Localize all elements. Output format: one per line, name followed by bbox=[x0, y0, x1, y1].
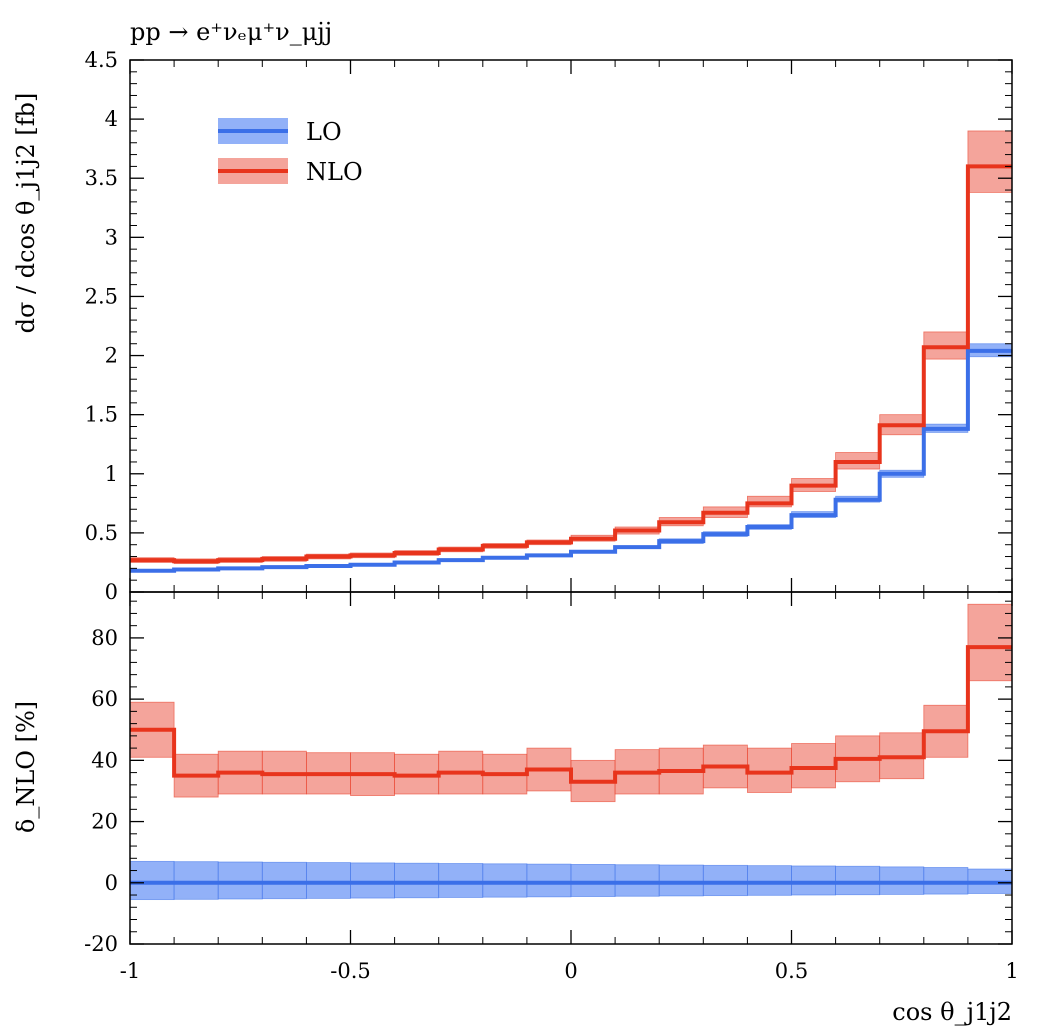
bottom-xtick-label: 1 bbox=[1005, 959, 1018, 983]
y-axis-label-top: dσ / dcos θ_j1j2 [fb] bbox=[12, 93, 40, 334]
bottom-ytick-label: 40 bbox=[91, 748, 118, 772]
bottom-lo-band-12 bbox=[658, 864, 704, 897]
legend: LO NLO bbox=[218, 118, 363, 186]
top-ytick-label: 3 bbox=[105, 225, 118, 249]
top-panel: 0 0.5 1 1.5 2 2.5 3 3.5 4 4.5 bbox=[85, 48, 1013, 604]
bottom-lo-band-15 bbox=[791, 865, 836, 896]
bottom-lo-band-11 bbox=[614, 864, 660, 897]
bottom-lo-band-0 bbox=[129, 860, 175, 901]
bottom-lo-band-5 bbox=[350, 862, 395, 899]
bottom-ytick-label: 60 bbox=[91, 687, 118, 711]
bottom-lo-band-7 bbox=[438, 863, 484, 898]
bottom-xtick-label: -0.5 bbox=[330, 959, 371, 983]
top-ytick-label: 3.5 bbox=[85, 166, 118, 190]
bottom-lo-band-3 bbox=[261, 861, 307, 900]
x-axis-label: cos θ_j1j2 bbox=[892, 998, 1012, 1026]
top-ytick-label: 0.5 bbox=[85, 521, 118, 545]
bottom-xtick-label: 0 bbox=[564, 959, 577, 983]
top-ytick-label: 2.5 bbox=[85, 284, 118, 308]
top-ytick-label: 0 bbox=[105, 580, 118, 604]
bottom-nlo-band-15 bbox=[791, 743, 836, 789]
bottom-xtick-label: 0.5 bbox=[775, 959, 808, 983]
bottom-lo-band-13 bbox=[702, 864, 748, 897]
top-ytick-label: 1 bbox=[105, 462, 118, 486]
top-ytick-label: 2 bbox=[105, 344, 118, 368]
bottom-ytick-label: 20 bbox=[91, 810, 118, 834]
top-ytick-label: 1.5 bbox=[85, 403, 118, 427]
bottom-lo-band-6 bbox=[394, 862, 440, 899]
bottom-nlo-band-19 bbox=[967, 603, 1013, 682]
bottom-lo-band-16 bbox=[835, 865, 881, 896]
bottom-lo-band-10 bbox=[570, 864, 616, 897]
legend-lo-label: LO bbox=[306, 118, 342, 146]
top-ytick-label: 4 bbox=[105, 107, 118, 131]
bottom-lo-band-2 bbox=[217, 861, 263, 900]
bottom-lo-band-8 bbox=[482, 863, 528, 898]
chart-title: pp → e⁺νₑμ⁺ν_μjj bbox=[130, 18, 332, 46]
bottom-ytick-label: 80 bbox=[91, 626, 118, 650]
top-nlo-line bbox=[130, 164, 1012, 564]
bottom-lo-band-9 bbox=[526, 863, 572, 898]
bottom-lo-band-4 bbox=[305, 862, 351, 899]
bottom-lo-band-17 bbox=[879, 866, 925, 895]
top-lo-line bbox=[130, 348, 1012, 573]
bottom-lo-band-14 bbox=[747, 865, 792, 896]
y-axis-label-bottom: δ_NLO [%] bbox=[12, 701, 40, 833]
bottom-nlo-line bbox=[130, 645, 1012, 784]
top-nlo-band-19 bbox=[967, 130, 1013, 193]
legend-nlo-label: NLO bbox=[306, 158, 363, 186]
bottom-xtick-label: -1 bbox=[120, 959, 140, 983]
bottom-ytick-label: 0 bbox=[105, 871, 118, 895]
bottom-lo-band-1 bbox=[173, 861, 219, 900]
bottom-panel: -20 0 20 40 60 80 -1 -0.5 0 0.5 1 bbox=[84, 591, 1019, 983]
top-ytick-label: 4.5 bbox=[85, 48, 118, 72]
bottom-ytick-label: -20 bbox=[84, 932, 118, 956]
bottom-nlo-band-14 bbox=[747, 747, 792, 793]
